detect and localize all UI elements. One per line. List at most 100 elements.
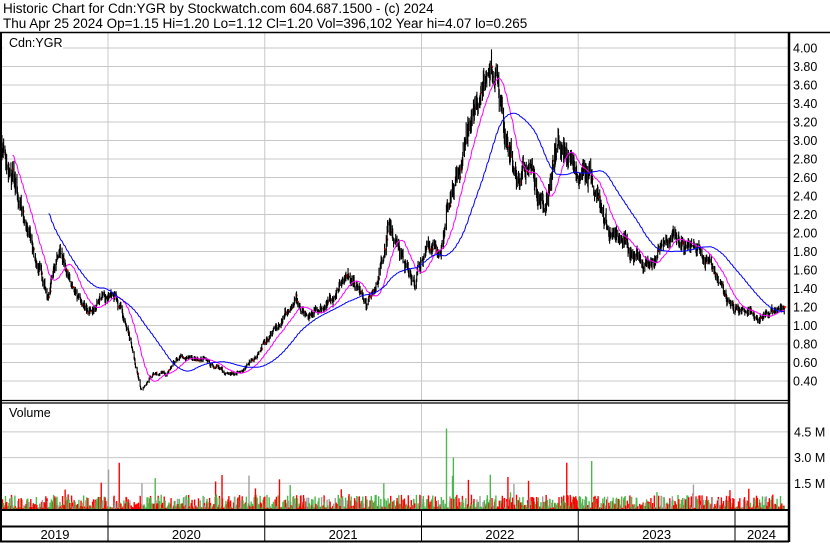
price-tick-label: 0.40 <box>793 375 817 389</box>
volume-bar <box>656 492 658 509</box>
volume-bar <box>474 506 476 509</box>
volume-bar <box>727 501 729 509</box>
volume-bar <box>557 502 559 509</box>
volume-bar <box>207 502 209 509</box>
volume-bar <box>326 505 329 509</box>
volume-bar <box>5 502 7 509</box>
volume-bar <box>8 502 10 509</box>
price-tick-label: 1.40 <box>793 282 817 296</box>
volume-bar <box>445 428 448 509</box>
volume-bar <box>30 499 32 509</box>
volume-bar <box>594 507 597 509</box>
volume-bar <box>674 502 677 509</box>
volume-bar <box>739 498 741 509</box>
volume-bar <box>522 505 525 509</box>
volume-bar <box>41 499 44 509</box>
volume-bar <box>56 496 58 509</box>
volume-bar <box>118 462 120 509</box>
volume-bar <box>390 501 392 509</box>
volume-bar <box>380 498 382 509</box>
volume-bar <box>417 503 419 509</box>
volume-bar <box>669 500 672 509</box>
volume-tick-label: 1.5 M <box>794 477 825 491</box>
volume-bar <box>68 499 70 509</box>
volume-bar <box>709 505 711 509</box>
volume-bar <box>666 504 669 509</box>
volume-bar <box>645 499 648 509</box>
volume-bar <box>203 496 205 509</box>
volume-bar <box>270 507 272 509</box>
volume-bar <box>241 496 243 509</box>
volume-bar <box>326 499 328 509</box>
volume-bar <box>85 497 88 509</box>
volume-bar <box>186 499 188 509</box>
volume-bar <box>511 497 514 509</box>
volume-bar <box>51 502 53 509</box>
volume-bar <box>127 499 129 509</box>
volume-bar <box>745 500 747 509</box>
volume-bar <box>468 506 470 509</box>
volume-bar <box>276 506 278 509</box>
volume-bar <box>109 506 111 509</box>
volume-bar <box>228 496 230 509</box>
volume-bar <box>663 497 665 509</box>
volume-bar <box>413 499 415 509</box>
volume-bar <box>60 507 62 509</box>
volume-bar <box>552 507 555 509</box>
volume-bar <box>746 500 749 509</box>
volume-bar <box>714 506 717 509</box>
volume-bar <box>744 501 746 509</box>
volume-bar <box>48 506 50 509</box>
close-tick <box>66 269 69 272</box>
volume-bar <box>242 500 244 509</box>
volume-bar <box>99 496 101 509</box>
volume-bar <box>600 503 602 509</box>
volume-bar <box>473 502 476 509</box>
volume-bar <box>408 507 410 509</box>
volume-bar <box>703 505 705 509</box>
close-tick <box>429 248 432 251</box>
volume-bar <box>189 507 191 509</box>
volume-bar <box>576 500 578 509</box>
volume-bar <box>9 498 11 509</box>
volume-bar <box>452 457 455 509</box>
volume-bar <box>420 495 422 509</box>
volume-bar <box>419 494 421 509</box>
volume-bar <box>486 495 489 509</box>
volume-bar <box>403 498 406 509</box>
volume-bar <box>252 505 254 509</box>
volume-bar <box>52 494 55 509</box>
volume-bar <box>63 505 65 509</box>
volume-bar <box>151 505 154 509</box>
volume-bar <box>522 496 524 509</box>
volume-bar <box>630 496 633 509</box>
volume-bar <box>268 497 270 509</box>
close-tick <box>525 170 528 173</box>
volume-bar <box>558 507 561 509</box>
volume-bar <box>584 496 587 509</box>
volume-bar <box>414 507 416 509</box>
volume-bar <box>324 507 326 509</box>
volume-bar <box>387 498 389 509</box>
volume-bar <box>237 497 239 509</box>
volume-bar <box>93 507 95 509</box>
volume-bar <box>80 500 82 509</box>
volume-bar <box>680 499 683 509</box>
volume-bar <box>130 505 132 509</box>
volume-bar <box>229 500 232 509</box>
volume-bar <box>644 506 646 509</box>
volume-bar <box>587 505 589 509</box>
volume-bar <box>213 504 215 509</box>
volume-bar <box>323 501 326 509</box>
volume-bar <box>509 492 512 509</box>
volume-bar <box>558 497 560 509</box>
volume-bar <box>78 499 80 509</box>
volume-bar <box>554 503 557 509</box>
volume-bar <box>429 501 431 509</box>
volume-bar <box>782 505 784 509</box>
volume-bar <box>371 500 373 509</box>
volume-bar <box>458 498 460 509</box>
volume-bar <box>579 497 582 509</box>
volume-bar <box>567 505 570 509</box>
